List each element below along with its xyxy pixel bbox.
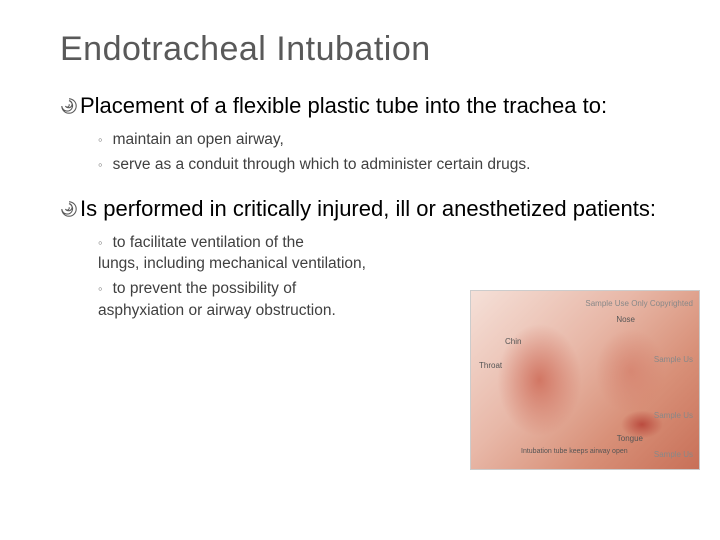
watermark-text: Sample Us <box>654 450 693 459</box>
sub-list-1: ◦ maintain an open airway, ◦ serve as a … <box>98 129 670 176</box>
sub-item: ◦ serve as a conduit through which to ad… <box>98 154 670 176</box>
bullet-item-2: Is performed in critically injured, ill … <box>60 194 670 224</box>
sub-list-2: ◦ to facilitate ventilation of the lungs… <box>98 232 418 322</box>
circle-bullet-icon: ◦ <box>98 132 103 147</box>
sub-item: ◦ maintain an open airway, <box>98 129 670 151</box>
anatomy-diagram-image: Sample Use Only Copyrighted Sample Us Sa… <box>470 290 700 470</box>
bullet-text-2: Is performed in critically injured, ill … <box>80 194 656 224</box>
swirl-icon <box>60 200 78 218</box>
swirl-icon <box>60 97 78 115</box>
bullet-item-1: Placement of a flexible plastic tube int… <box>60 91 670 121</box>
circle-bullet-icon: ◦ <box>98 235 103 250</box>
slide-container: Endotracheal Intubation Placement of a f… <box>0 0 720 540</box>
diagram-label-throat: Throat <box>479 361 502 370</box>
diagram-label-nose: Nose <box>616 315 635 324</box>
sub-item: ◦ to facilitate ventilation of the lungs… <box>98 232 418 275</box>
diagram-label-tube: Intubation tube keeps airway open <box>521 448 628 455</box>
circle-bullet-icon: ◦ <box>98 281 103 296</box>
sub-text: to facilitate ventilation of the <box>113 232 304 254</box>
watermark-text: Sample Use Only Copyrighted <box>585 299 693 308</box>
sub-continuation: lungs, including mechanical ventilation, <box>98 253 418 275</box>
diagram-label-tongue: Tongue <box>617 434 643 443</box>
sub-continuation: asphyxiation or airway obstruction. <box>98 300 418 322</box>
watermark-text: Sample Us <box>654 355 693 364</box>
sub-text: to prevent the possibility of <box>113 278 297 300</box>
slide-content: Placement of a flexible plastic tube int… <box>60 91 670 322</box>
diagram-label-chin: Chin <box>505 337 521 346</box>
sub-text: serve as a conduit through which to admi… <box>113 154 531 176</box>
sub-item: ◦ to prevent the possibility of asphyxia… <box>98 278 418 321</box>
circle-bullet-icon: ◦ <box>98 157 103 172</box>
slide-title: Endotracheal Intubation <box>60 30 670 69</box>
bullet-text-1: Placement of a flexible plastic tube int… <box>80 91 607 121</box>
watermark-text: Sample Us <box>654 411 693 420</box>
sub-text: maintain an open airway, <box>113 129 284 151</box>
